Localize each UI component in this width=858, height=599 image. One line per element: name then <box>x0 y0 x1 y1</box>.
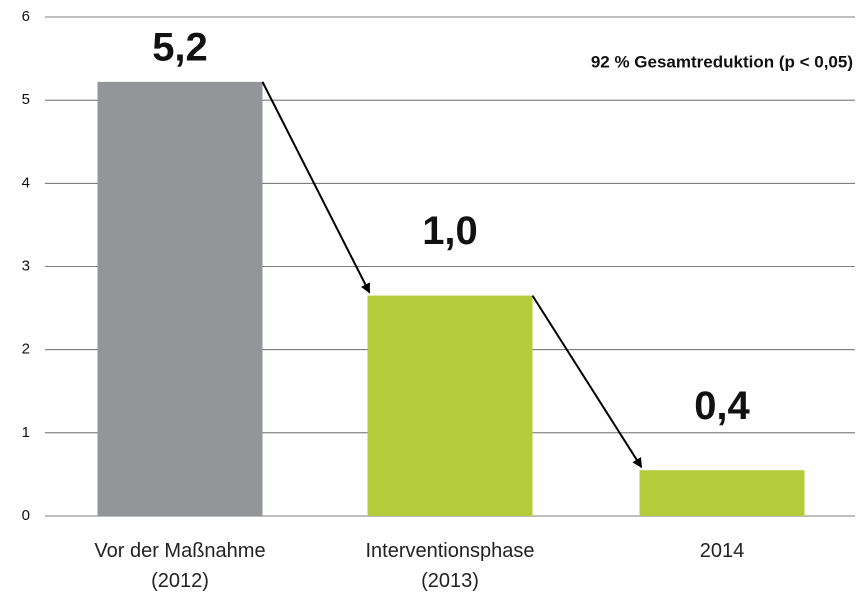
bar-annotation: 5,2 <box>152 25 208 69</box>
bar <box>639 470 805 516</box>
y-tick-label: 5 <box>22 91 30 108</box>
y-tick-label: 3 <box>22 257 30 274</box>
y-tick-label: 4 <box>22 174 30 191</box>
annotation-note: 92 % Gesamtreduktion (p < 0,05) <box>591 52 853 71</box>
y-tick-label: 2 <box>22 341 30 358</box>
y-tick-label: 6 <box>22 8 30 25</box>
x-tick-label: 2014 <box>699 540 745 562</box>
bar-annotation: 1,0 <box>422 209 478 253</box>
bar <box>97 81 263 517</box>
x-tick-label: Vor der Maßnahme (2012) <box>94 540 266 592</box>
arrow <box>261 81 371 294</box>
bar-annotation: 0,4 <box>694 384 750 428</box>
arrow <box>531 295 643 469</box>
y-tick-label: 1 <box>22 424 30 441</box>
x-tick-label: Interventionsphase (2013) <box>365 540 535 592</box>
bar <box>367 295 533 516</box>
y-tick-label: 0 <box>22 507 30 524</box>
